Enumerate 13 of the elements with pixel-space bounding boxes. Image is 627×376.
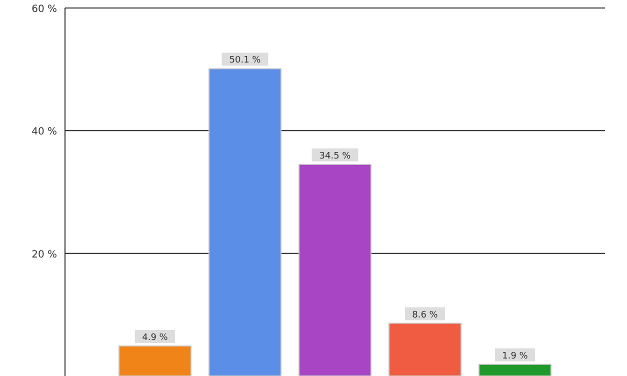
data-label: 4.9 % bbox=[142, 332, 168, 343]
data-label: 50.1 % bbox=[229, 56, 262, 66]
data-label: 1.9 % bbox=[502, 351, 528, 362]
bar bbox=[118, 345, 192, 376]
data-label: 8.6 % bbox=[412, 310, 438, 320]
y-tick-label: 20 % bbox=[32, 249, 57, 260]
bar bbox=[208, 68, 282, 376]
bar bbox=[298, 164, 372, 376]
bar bbox=[388, 322, 462, 376]
data-label: 34.5 % bbox=[319, 151, 352, 162]
bar bbox=[478, 364, 552, 376]
y-tick-label: 60 % bbox=[32, 4, 57, 15]
y-tick-label: 40 % bbox=[32, 126, 57, 138]
